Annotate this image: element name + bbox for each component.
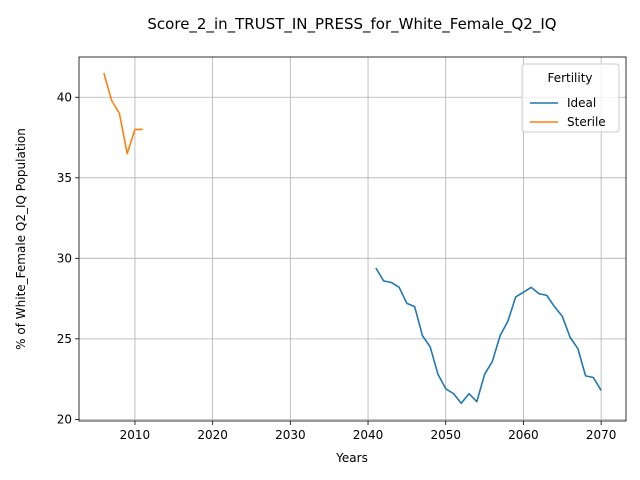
x-tick-label: 2030 <box>275 428 306 442</box>
plot-frame <box>78 56 627 422</box>
legend-title: Fertility <box>547 71 592 85</box>
y-tick-label: 35 <box>57 171 72 185</box>
x-tick-label: 2040 <box>353 428 384 442</box>
series-line-sterile <box>103 72 143 155</box>
x-tick-label: 2050 <box>430 428 461 442</box>
y-tick-label: 40 <box>57 90 72 104</box>
chart-title: Score_2_in_TRUST_IN_PRESS_for_White_Fema… <box>147 15 556 34</box>
x-tick-label: 2020 <box>197 428 228 442</box>
legend: Fertility Ideal Sterile <box>521 63 620 133</box>
ticks: 2010 2020 2030 2040 2050 2060 2070 20 25 30 35 40 <box>57 90 617 442</box>
y-tick-label: 30 <box>57 251 72 265</box>
x-axis-label: Years <box>335 451 368 465</box>
y-tick-label: 20 <box>57 412 72 426</box>
series-line-ideal <box>375 267 602 405</box>
legend-label-ideal: Ideal <box>567 96 596 110</box>
legend-label-sterile: Sterile <box>567 115 606 129</box>
series-layer <box>103 72 602 405</box>
y-tick-label: 25 <box>57 332 72 346</box>
y-axis-label: % of White_Female Q2_IQ Population <box>14 128 28 350</box>
x-tick-label: 2070 <box>586 428 617 442</box>
x-tick-label: 2010 <box>120 428 151 442</box>
x-tick-label: 2060 <box>508 428 539 442</box>
legend-box <box>521 63 620 133</box>
